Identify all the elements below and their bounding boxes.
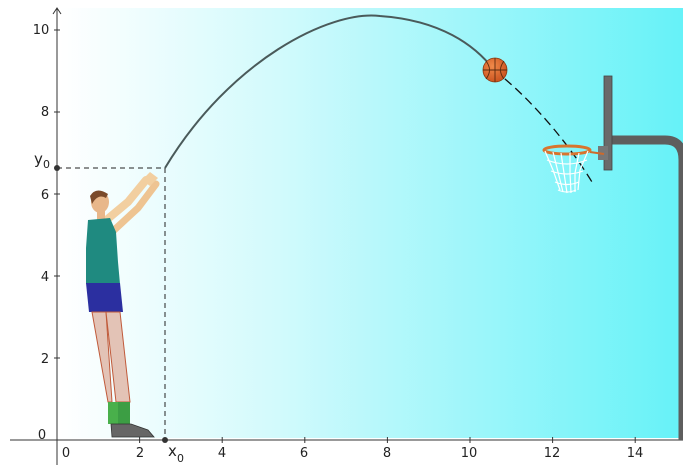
x-tick-label: 12 (544, 446, 561, 461)
x-tick-marks (56, 437, 636, 443)
hoop-icon (542, 144, 605, 194)
x-tick-label: 2 (136, 446, 144, 461)
x-tick-label: 0 (62, 446, 70, 461)
y-tick-label: 2 (41, 352, 49, 367)
x0-point (162, 437, 168, 443)
svg-text:0: 0 (177, 452, 184, 465)
svg-text:x: x (168, 442, 177, 460)
svg-text:y: y (34, 150, 43, 168)
x-tick-label: 4 (218, 446, 226, 461)
x-tick-label: 10 (461, 446, 478, 461)
ball-trajectory (164, 14, 495, 169)
basketball-icon (482, 57, 508, 83)
y-tick-label: 0 (38, 428, 46, 443)
sky-background (60, 8, 683, 438)
x-tick-label: 14 (627, 446, 644, 461)
y0-label: y 0 (34, 150, 50, 171)
svg-text:0: 0 (43, 158, 50, 171)
x-tick-label: 8 (383, 446, 391, 461)
y0-point (54, 165, 60, 171)
y-tick-marks (54, 29, 60, 441)
ball-trajectory-projection (493, 69, 593, 183)
y-tick-label: 4 (41, 270, 49, 285)
release-point-guides (57, 167, 166, 440)
y-tick-label: 6 (41, 188, 49, 203)
x-tick-label: 6 (300, 446, 308, 461)
y-axis (52, 7, 62, 465)
x0-label: x 0 (168, 442, 184, 465)
y-tick-label: 8 (41, 105, 49, 120)
y-tick-label: 10 (33, 23, 50, 38)
basketball-player-icon (86, 172, 160, 438)
